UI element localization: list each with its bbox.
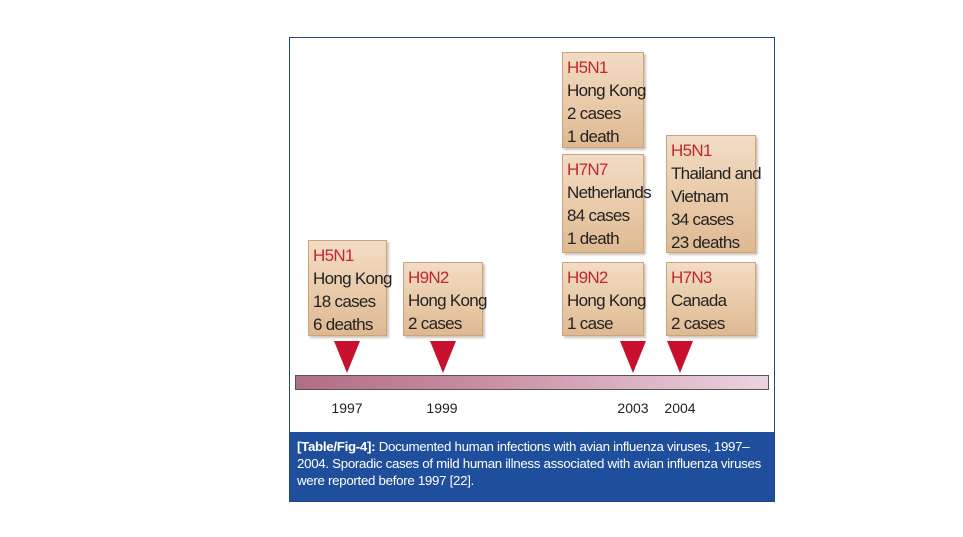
location-label: Netherlands	[567, 183, 652, 202]
marker-2003	[620, 341, 646, 373]
location-label-line1: Thailand and	[671, 164, 762, 183]
event-box-h5n1-2003: H5N1 Hong Kong 2 cases 1 death	[562, 52, 646, 148]
caption-text: Documented human infections with avian i…	[297, 439, 761, 488]
timeline-bar	[295, 375, 769, 390]
year-label-1999: 1999	[426, 400, 458, 416]
year-label-2003: 2003	[617, 400, 649, 416]
event-box-h9n2-2003: H9N2 Hong Kong 1 case	[562, 262, 646, 336]
strain-label: H5N1	[313, 246, 354, 265]
location-label: Hong Kong	[567, 81, 646, 100]
event-box-h5n1-1997: H5N1 Hong Kong 18 cases 6 deaths	[308, 240, 392, 336]
cases-label: 84 cases	[567, 206, 630, 225]
cases-label: 2 cases	[567, 104, 621, 123]
cases-label: 2 cases	[408, 314, 462, 333]
event-box-h7n3-2004: H7N3 Canada 2 cases	[666, 262, 756, 336]
location-label: Canada	[671, 291, 727, 310]
strain-label: H9N2	[567, 268, 608, 287]
deaths-label: 1 death	[567, 229, 620, 248]
year-label-2004: 2004	[664, 400, 696, 416]
strain-label: H7N7	[567, 160, 608, 179]
location-label: Hong Kong	[408, 291, 487, 310]
marker-1999	[430, 341, 456, 373]
strain-label: H9N2	[408, 268, 449, 287]
cases-label: 1 case	[567, 314, 614, 333]
location-label: Hong Kong	[313, 269, 392, 288]
figure-panel: H5N1 Hong Kong 18 cases 6 deaths H9N2 Ho…	[289, 37, 775, 502]
marker-1997	[334, 341, 360, 373]
event-box-h5n1-2004: H5N1 Thailand and Vietnam 34 cases 23 de…	[666, 135, 762, 253]
caption-label: [Table/Fig-4]:	[297, 439, 376, 454]
location-label-line2: Vietnam	[671, 187, 729, 206]
strain-label: H5N1	[671, 141, 712, 160]
location-label: Hong Kong	[567, 291, 646, 310]
year-label-1997: 1997	[331, 400, 363, 416]
cases-label: 34 cases	[671, 210, 734, 229]
figure-caption: [Table/Fig-4]: Documented human infectio…	[290, 432, 774, 501]
strain-label: H7N3	[671, 268, 712, 287]
strain-label: H5N1	[567, 58, 608, 77]
event-box-h9n2-1999: H9N2 Hong Kong 2 cases	[403, 262, 487, 336]
deaths-label: 23 deaths	[671, 233, 740, 252]
event-box-h7n7-2003: H7N7 Netherlands 84 cases 1 death	[562, 154, 652, 253]
deaths-label: 1 death	[567, 127, 620, 146]
deaths-label: 6 deaths	[313, 315, 373, 334]
cases-label: 18 cases	[313, 292, 376, 311]
cases-label: 2 cases	[671, 314, 725, 333]
marker-2004	[667, 341, 693, 373]
